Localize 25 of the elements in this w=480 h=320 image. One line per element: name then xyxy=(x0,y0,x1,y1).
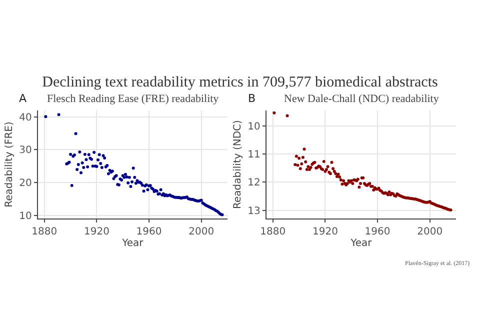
y-tick-label: 10 xyxy=(248,121,260,132)
x-tick-label: 2000 xyxy=(188,226,214,238)
x-tick-label: 1880 xyxy=(32,226,58,238)
y-axis-title: Readability (NDC) xyxy=(232,120,244,209)
x-tick-label: 2000 xyxy=(417,226,443,238)
x-tick-label: 1960 xyxy=(136,226,162,238)
chart-subtitle: New Dale-Chall (NDC) readability xyxy=(284,93,440,105)
x-tick-label: 1920 xyxy=(84,226,110,238)
y-tick-label: 20 xyxy=(19,178,32,190)
text: B xyxy=(248,92,256,105)
x-axis-title: Year xyxy=(121,238,144,250)
chart-title: Declining text readability metrics in 709,577 biomedical abstracts xyxy=(42,74,438,90)
y-tick-label: 13 xyxy=(248,206,260,217)
text: A xyxy=(19,92,27,105)
y-tick-label: 30 xyxy=(19,145,32,156)
y-axis-title: Readability (FRE) xyxy=(4,122,16,208)
y-tick-label: 12 xyxy=(248,178,260,189)
x-tick-label: 1960 xyxy=(364,226,390,238)
y-tick-label: 11 xyxy=(248,149,260,160)
x-tick-label: 1920 xyxy=(312,226,338,238)
x-tick-label: 1880 xyxy=(260,226,286,238)
y-tick-label: 10 xyxy=(19,210,32,222)
y-tick-label: 40 xyxy=(19,112,32,124)
x-axis-title: Year xyxy=(350,238,373,250)
chart-subtitle: Flesch Reading Ease (FRE) readability xyxy=(47,93,220,105)
